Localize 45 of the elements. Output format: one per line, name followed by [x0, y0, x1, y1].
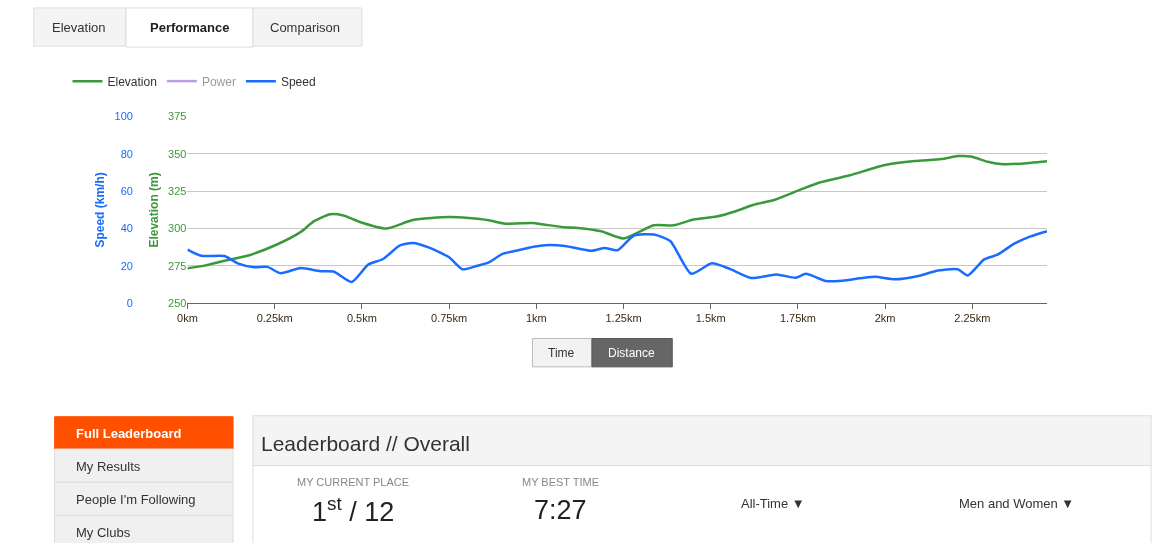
- line-series: [187, 154, 1048, 270]
- x-tick-label: 2.25km: [954, 312, 991, 325]
- x-tick-label: 2km: [874, 312, 896, 325]
- y-tick-label: 350: [168, 147, 187, 160]
- legend-label: Power: [201, 74, 236, 89]
- y-tick-label: 325: [168, 185, 187, 198]
- text: All-Time ▼: [741, 496, 805, 511]
- y-tick-label: 250: [168, 297, 187, 310]
- text: My Results: [76, 459, 141, 474]
- x-tick-label: 0.75km: [431, 312, 468, 325]
- text: People I'm Following: [76, 492, 196, 507]
- line-series: [187, 229, 1048, 284]
- x-tick-label: 1.25km: [605, 312, 642, 325]
- y-tick-label: 300: [168, 222, 187, 235]
- text: Performance: [150, 20, 230, 35]
- y2-axis-title: Speed (km/h): [92, 172, 107, 248]
- y2-tick-label: 80: [120, 147, 133, 160]
- y-axis-title: Elevation (m): [147, 172, 162, 248]
- text: My Clubs: [76, 525, 131, 540]
- text: Leaderboard // Overall: [261, 432, 470, 456]
- text: Full Leaderboard: [76, 426, 182, 441]
- y2-tick-label: 0: [126, 297, 133, 310]
- y2-tick-label: 60: [120, 185, 133, 198]
- text: MY CURRENT PLACE: [297, 476, 410, 488]
- x-tick-label: 1.5km: [695, 312, 726, 325]
- y-tick-label: 275: [168, 259, 187, 272]
- text: Distance: [608, 346, 656, 360]
- legend-label: Speed: [280, 74, 316, 89]
- text: Elevation: [52, 20, 106, 35]
- text: MY BEST TIME: [522, 476, 600, 488]
- text: Time: [548, 346, 575, 360]
- text: 7:27: [534, 495, 587, 525]
- x-tick-label: 0.5km: [346, 312, 377, 325]
- x-tick-label: 1km: [525, 312, 547, 325]
- text: Comparison: [270, 20, 341, 35]
- text: Men and Women ▼: [959, 496, 1075, 511]
- y2-tick-label: 40: [120, 222, 133, 235]
- text: 1$^{st}$ / 12: [312, 493, 395, 528]
- y-tick-label: 375: [168, 110, 187, 123]
- y2-tick-label: 100: [114, 110, 133, 123]
- x-tick-label: 0km: [177, 312, 198, 325]
- legend-label: Elevation: [107, 74, 157, 89]
- x-tick-label: 1.75km: [779, 312, 816, 325]
- y2-tick-label: 20: [120, 259, 133, 272]
- x-tick-label: 0.25km: [256, 312, 293, 325]
